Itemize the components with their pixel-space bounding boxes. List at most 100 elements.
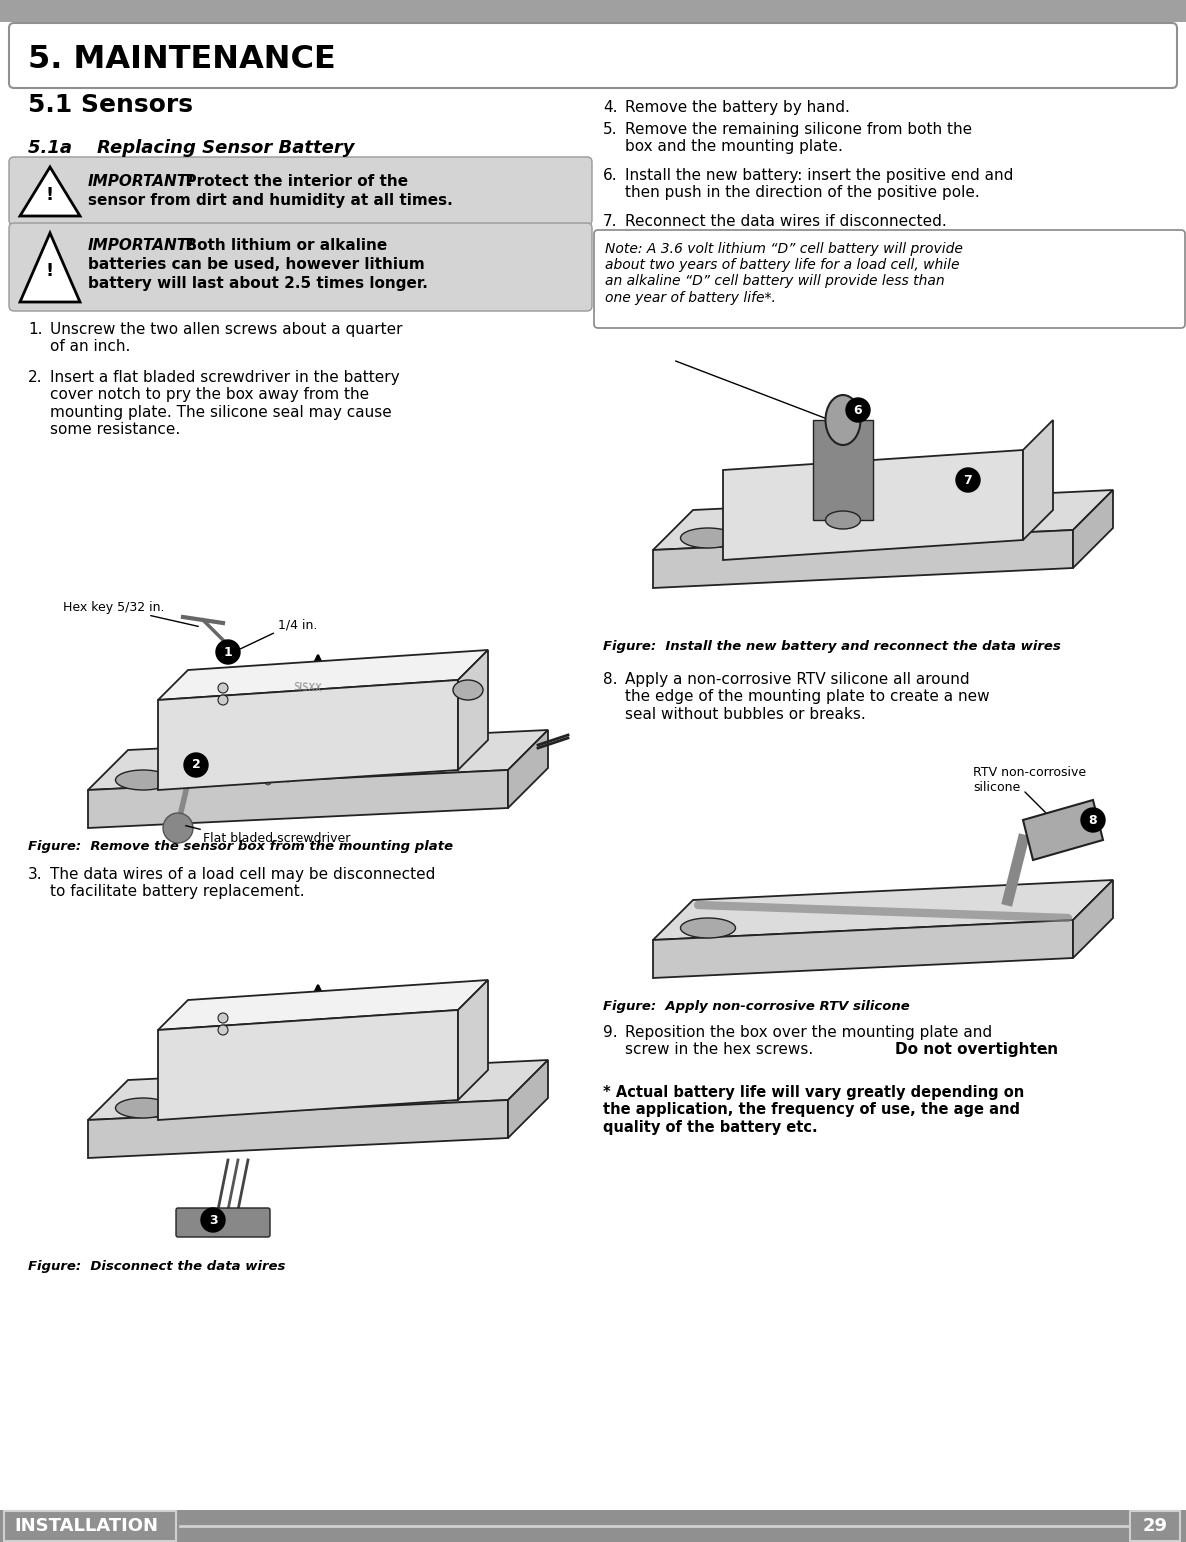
Text: 3: 3 [209,1214,217,1226]
Text: 7.: 7. [602,214,618,230]
Text: Note: A 3.6 volt lithium “D” cell battery will provide
about two years of batter: Note: A 3.6 volt lithium “D” cell batter… [605,242,963,305]
Circle shape [264,779,270,785]
Text: 7: 7 [963,473,973,486]
Circle shape [162,813,193,843]
Text: 4.: 4. [602,100,618,116]
Text: Reposition the box over the mounting plate and
screw in the hex screws.: Reposition the box over the mounting pla… [625,1025,993,1058]
Text: Remove the battery by hand.: Remove the battery by hand. [625,100,850,116]
Text: Flat bladed screwdriver: Flat bladed screwdriver [203,833,350,845]
Text: Install the new battery: insert the positive end and
then push in the direction : Install the new battery: insert the posi… [625,168,1013,200]
Text: RTV non-corrosive
silicone: RTV non-corrosive silicone [973,766,1086,794]
Circle shape [200,1207,225,1232]
Polygon shape [1024,800,1103,860]
Circle shape [218,683,228,692]
Text: Do not overtighten: Do not overtighten [895,1042,1058,1056]
Circle shape [218,1013,228,1022]
Text: batteries can be used, however lithium: batteries can be used, however lithium [88,258,425,271]
Polygon shape [88,1059,548,1119]
Text: 6: 6 [854,404,862,416]
Ellipse shape [115,1098,171,1118]
Ellipse shape [681,917,735,938]
FancyBboxPatch shape [4,1511,176,1540]
Text: IMPORTANT!: IMPORTANT! [88,174,196,190]
Text: 1: 1 [224,646,232,658]
Text: Both lithium or alkaline: Both lithium or alkaline [176,237,388,253]
Polygon shape [458,651,487,769]
Polygon shape [88,769,508,828]
Text: battery will last about 2.5 times longer.: battery will last about 2.5 times longer… [88,276,428,291]
FancyBboxPatch shape [9,157,592,225]
Circle shape [216,640,240,665]
Polygon shape [158,1010,458,1119]
Text: Reconnect the data wires if disconnected.: Reconnect the data wires if disconnected… [625,214,946,230]
Text: 2.: 2. [28,370,43,386]
Polygon shape [812,419,873,520]
Text: Hex key 5/32 in.: Hex key 5/32 in. [63,601,165,615]
Text: Remove the remaining silicone from both the
box and the mounting plate.: Remove the remaining silicone from both … [625,122,973,154]
Text: 5.1a    Replacing Sensor Battery: 5.1a Replacing Sensor Battery [28,139,355,157]
Text: sensor from dirt and humidity at all times.: sensor from dirt and humidity at all tim… [88,193,453,208]
Circle shape [246,776,251,780]
Polygon shape [508,729,548,808]
FancyBboxPatch shape [176,1207,270,1237]
Polygon shape [508,1059,548,1138]
FancyBboxPatch shape [1130,1511,1180,1540]
Text: The data wires of a load cell may be disconnected
to facilitate battery replacem: The data wires of a load cell may be dis… [50,867,435,899]
FancyBboxPatch shape [594,230,1185,328]
Text: 5.1 Sensors: 5.1 Sensors [28,93,193,117]
Text: SISXX: SISXX [294,682,323,694]
Polygon shape [653,530,1073,588]
Ellipse shape [825,510,861,529]
FancyBboxPatch shape [0,1510,1186,1542]
Text: IMPORTANT!: IMPORTANT! [88,237,196,253]
Text: 29: 29 [1142,1517,1167,1534]
Text: Insert a flat bladed screwdriver in the battery
cover notch to pry the box away : Insert a flat bladed screwdriver in the … [50,370,400,438]
Polygon shape [20,167,79,216]
Ellipse shape [115,769,171,790]
Text: 8.: 8. [602,672,618,688]
Text: Protect the interior of the: Protect the interior of the [176,174,408,190]
Polygon shape [1073,490,1112,567]
Circle shape [285,776,291,782]
Polygon shape [1073,880,1112,958]
Polygon shape [1024,419,1053,540]
Ellipse shape [681,527,735,547]
Text: Unscrew the two allen screws about a quarter
of an inch.: Unscrew the two allen screws about a qua… [50,322,402,355]
Polygon shape [723,450,1024,560]
Polygon shape [653,490,1112,550]
Text: !: ! [46,187,55,204]
Circle shape [184,752,208,777]
Polygon shape [458,981,487,1099]
Circle shape [218,695,228,705]
Text: 9.: 9. [602,1025,618,1039]
Text: !: ! [46,262,55,281]
Polygon shape [158,680,458,790]
Circle shape [846,398,871,423]
FancyBboxPatch shape [9,23,1177,88]
Text: 5.: 5. [602,122,618,137]
Text: 6.: 6. [602,168,618,183]
Polygon shape [653,921,1073,978]
Ellipse shape [825,395,861,446]
Text: Figure:  Install the new battery and reconnect the data wires: Figure: Install the new battery and reco… [602,640,1060,652]
Text: * Actual battery life will vary greatly depending on
the application, the freque: * Actual battery life will vary greatly … [602,1086,1025,1135]
Text: .: . [1042,1042,1048,1056]
Text: 8: 8 [1089,814,1097,827]
Polygon shape [88,1099,508,1158]
Text: 1.: 1. [28,322,43,338]
Circle shape [956,469,980,492]
Polygon shape [653,880,1112,941]
Text: 2: 2 [192,759,200,771]
Text: 1/4 in.: 1/4 in. [278,618,318,632]
Text: Apply a non-corrosive RTV silicone all around
the edge of the mounting plate to : Apply a non-corrosive RTV silicone all a… [625,672,989,722]
Circle shape [218,1025,228,1035]
Circle shape [1080,808,1105,833]
Text: 3.: 3. [28,867,43,882]
Polygon shape [20,233,79,302]
Text: Figure:  Apply non-corrosive RTV silicone: Figure: Apply non-corrosive RTV silicone [602,1001,910,1013]
Text: Figure:  Disconnect the data wires: Figure: Disconnect the data wires [28,1260,286,1274]
Polygon shape [158,981,487,1030]
Polygon shape [88,729,548,790]
Text: Figure:  Remove the sensor box from the mounting plate: Figure: Remove the sensor box from the m… [28,840,453,853]
Text: 5. MAINTENANCE: 5. MAINTENANCE [28,43,336,74]
